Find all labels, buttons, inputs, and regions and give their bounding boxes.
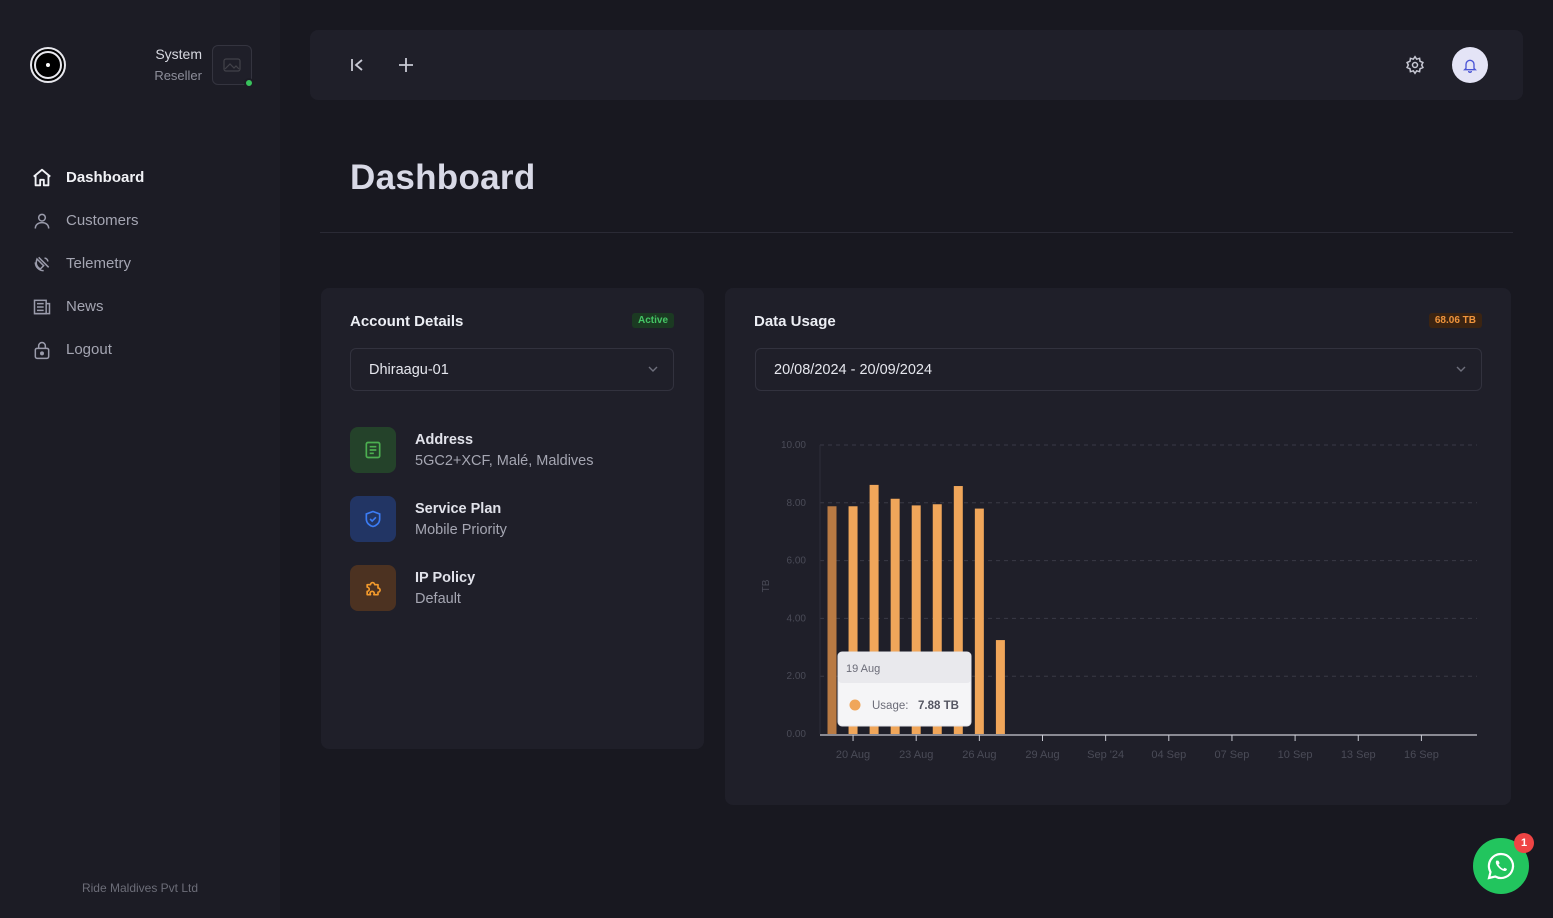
- detail-ip-policy: IP Policy Default: [350, 565, 475, 611]
- home-icon: [30, 166, 54, 190]
- chart-bar: [827, 506, 837, 734]
- detail-address: Address 5GC2+XCF, Malé, Maldives: [350, 427, 594, 473]
- date-range-value: 20/08/2024 - 20/09/2024: [774, 361, 933, 378]
- y-tick-label: 6.00: [787, 556, 807, 567]
- user-icon: [30, 209, 54, 233]
- chart-bar: [932, 504, 942, 734]
- chart-bar: [890, 498, 900, 734]
- top-bar: [310, 30, 1523, 100]
- notification-count-badge: 1: [1514, 833, 1534, 853]
- sidebar-item-label: News: [66, 298, 104, 315]
- chart-bar: [974, 508, 984, 734]
- divider: [320, 232, 1513, 233]
- detail-service-plan: Service Plan Mobile Priority: [350, 496, 507, 542]
- detail-label: IP Policy: [415, 569, 476, 586]
- sidebar-item-telemetry[interactable]: Telemetry: [30, 242, 260, 285]
- usage-chart[interactable]: 0.00 2.00 4.00 6.00 8.00 10.00 TB 20 Aug 23 Aug 2…: [725, 288, 1511, 805]
- x-tick-label: 20 Aug: [836, 749, 870, 761]
- notifications-button[interactable]: [1452, 47, 1488, 83]
- chevron-down-icon: [1456, 366, 1466, 372]
- document-icon: [350, 427, 396, 473]
- sidebar-item-dashboard[interactable]: Dashboard: [30, 156, 260, 199]
- lock-icon: [30, 338, 54, 362]
- settings-button[interactable]: [1402, 52, 1428, 78]
- y-tick-label: 4.00: [787, 613, 807, 624]
- data-usage-card: Data Usage 68.06 TB 20/08/2024 - 20/09/2…: [725, 288, 1511, 805]
- tooltip-marker: [849, 699, 861, 711]
- online-status-dot: [244, 78, 254, 88]
- sidebar-item-logout[interactable]: Logout: [30, 328, 260, 371]
- x-tick-label: 23 Aug: [899, 749, 933, 761]
- app-logo[interactable]: [30, 47, 66, 83]
- sidebar-item-label: Dashboard: [66, 169, 145, 186]
- page-title: Dashboard: [350, 158, 536, 197]
- tooltip-series: Usage:: [872, 700, 908, 712]
- sidebar-item-label: Logout: [66, 341, 112, 358]
- sidebar-item-news[interactable]: News: [30, 285, 260, 328]
- bell-icon: [1463, 59, 1477, 73]
- chart-bar: [848, 506, 858, 734]
- detail-value: Default: [415, 590, 461, 607]
- sidebar-item-label: Telemetry: [66, 255, 132, 272]
- plus-icon: [399, 58, 413, 72]
- x-tick-label: 26 Aug: [962, 749, 996, 761]
- tooltip-date: 19 Aug: [846, 663, 880, 675]
- newspaper-icon: [30, 295, 54, 319]
- avatar[interactable]: [212, 45, 252, 85]
- chevron-down-icon: [648, 366, 658, 372]
- sidebar: System Reseller Dashboard Customers Tele…: [0, 0, 280, 918]
- sidebar-item-label: Customers: [66, 212, 139, 229]
- y-tick-label: 10.00: [781, 440, 806, 451]
- y-axis-label: TB: [761, 579, 772, 592]
- user-name: System: [155, 46, 202, 62]
- card-title: Data Usage: [754, 313, 836, 330]
- chart-bar: [911, 505, 921, 734]
- y-tick-label: 8.00: [787, 498, 807, 509]
- whatsapp-icon: [1487, 852, 1515, 880]
- y-tick-label: 2.00: [787, 671, 807, 682]
- x-tick-label: 29 Aug: [1025, 749, 1059, 761]
- y-tick-label: 0.00: [787, 729, 807, 740]
- detail-value: 5GC2+XCF, Malé, Maldives: [415, 452, 594, 469]
- x-tick-label: Sep '24: [1087, 749, 1124, 761]
- account-select-value: Dhiraagu-01: [369, 361, 449, 378]
- gear-icon: [1406, 55, 1424, 75]
- company-footer: Ride Maldives Pvt Ltd: [81, 881, 199, 895]
- collapse-icon: [351, 59, 363, 71]
- detail-label: Service Plan: [415, 500, 502, 517]
- card-title: Account Details: [350, 313, 464, 330]
- status-badge: Active: [631, 313, 674, 328]
- x-tick-label: 16 Sep: [1404, 749, 1439, 761]
- tooltip-value: 7.88 TB: [918, 700, 959, 712]
- detail-value: Mobile Priority: [415, 521, 507, 538]
- x-tick-label: 10 Sep: [1278, 749, 1313, 761]
- sidebar-item-customers[interactable]: Customers: [30, 199, 260, 242]
- chart-bar: [995, 640, 1005, 734]
- detail-label: Address: [415, 431, 474, 448]
- account-details-card: Account Details Active Dhiraagu-01 Addre…: [321, 288, 704, 749]
- x-tick-label: 04 Sep: [1151, 749, 1186, 761]
- tooltip-header: [838, 652, 971, 683]
- date-range-select[interactable]: 20/08/2024 - 20/09/2024: [755, 348, 1482, 391]
- chart-bar: [869, 484, 879, 734]
- puzzle-icon: [350, 565, 396, 611]
- x-tick-label: 13 Sep: [1341, 749, 1376, 761]
- user-role: Reseller: [154, 68, 202, 83]
- collapse-sidebar-button[interactable]: [344, 52, 370, 78]
- x-tick-label: 07 Sep: [1215, 749, 1250, 761]
- add-button[interactable]: [393, 52, 419, 78]
- chart-bar: [953, 486, 963, 734]
- usage-total-badge: 68.06 TB: [1428, 313, 1482, 328]
- account-select[interactable]: Dhiraagu-01: [350, 348, 674, 391]
- image-placeholder-icon: [223, 58, 241, 72]
- shield-check-icon: [350, 496, 396, 542]
- satellite-icon: [30, 252, 54, 276]
- sidebar-nav: Dashboard Customers Telemetry News Logou…: [30, 156, 260, 371]
